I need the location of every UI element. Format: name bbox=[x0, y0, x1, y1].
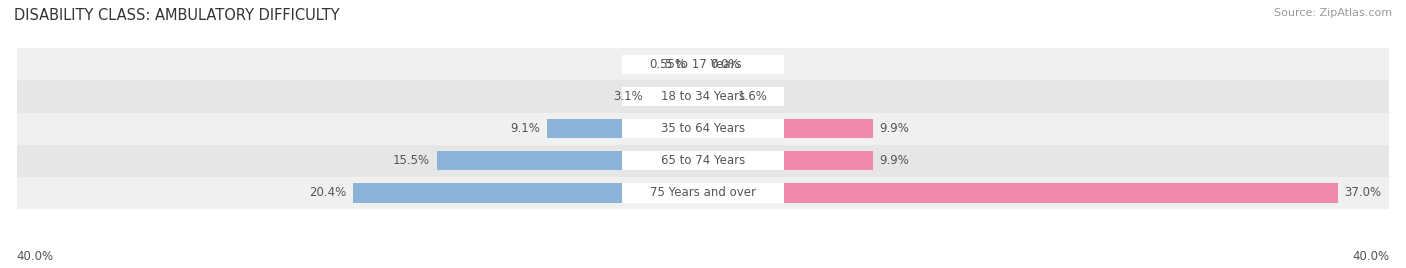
Text: 75 Years and over: 75 Years and over bbox=[650, 187, 756, 199]
Text: 20.4%: 20.4% bbox=[309, 187, 346, 199]
Text: 5 to 17 Years: 5 to 17 Years bbox=[665, 58, 741, 71]
Bar bbox=[17, 113, 1389, 145]
Bar bbox=[17, 177, 1389, 209]
Bar bbox=[703, 183, 1337, 203]
Bar bbox=[621, 119, 785, 138]
Bar bbox=[693, 55, 703, 74]
Text: 40.0%: 40.0% bbox=[17, 250, 53, 263]
Bar bbox=[621, 183, 785, 203]
Text: 1.6%: 1.6% bbox=[737, 90, 768, 103]
Bar bbox=[547, 119, 703, 138]
Text: 15.5%: 15.5% bbox=[394, 154, 430, 167]
Bar bbox=[621, 87, 785, 106]
Bar bbox=[17, 80, 1389, 113]
Bar bbox=[353, 183, 703, 203]
Text: Source: ZipAtlas.com: Source: ZipAtlas.com bbox=[1274, 8, 1392, 18]
Text: 0.0%: 0.0% bbox=[710, 58, 740, 71]
Text: 9.1%: 9.1% bbox=[510, 122, 540, 135]
Bar bbox=[621, 55, 785, 74]
Bar bbox=[703, 151, 873, 170]
Text: 37.0%: 37.0% bbox=[1344, 187, 1382, 199]
Bar bbox=[703, 119, 873, 138]
Text: 3.1%: 3.1% bbox=[613, 90, 643, 103]
Bar bbox=[17, 145, 1389, 177]
Bar bbox=[437, 151, 703, 170]
Text: 9.9%: 9.9% bbox=[880, 122, 910, 135]
Text: DISABILITY CLASS: AMBULATORY DIFFICULTY: DISABILITY CLASS: AMBULATORY DIFFICULTY bbox=[14, 8, 340, 23]
Bar bbox=[703, 87, 731, 106]
Text: 40.0%: 40.0% bbox=[1353, 250, 1389, 263]
Text: 65 to 74 Years: 65 to 74 Years bbox=[661, 154, 745, 167]
Bar bbox=[650, 87, 703, 106]
Text: 18 to 34 Years: 18 to 34 Years bbox=[661, 90, 745, 103]
Bar bbox=[17, 48, 1389, 80]
Bar bbox=[621, 151, 785, 170]
Text: 9.9%: 9.9% bbox=[880, 154, 910, 167]
Text: 35 to 64 Years: 35 to 64 Years bbox=[661, 122, 745, 135]
Text: 0.55%: 0.55% bbox=[650, 58, 686, 71]
